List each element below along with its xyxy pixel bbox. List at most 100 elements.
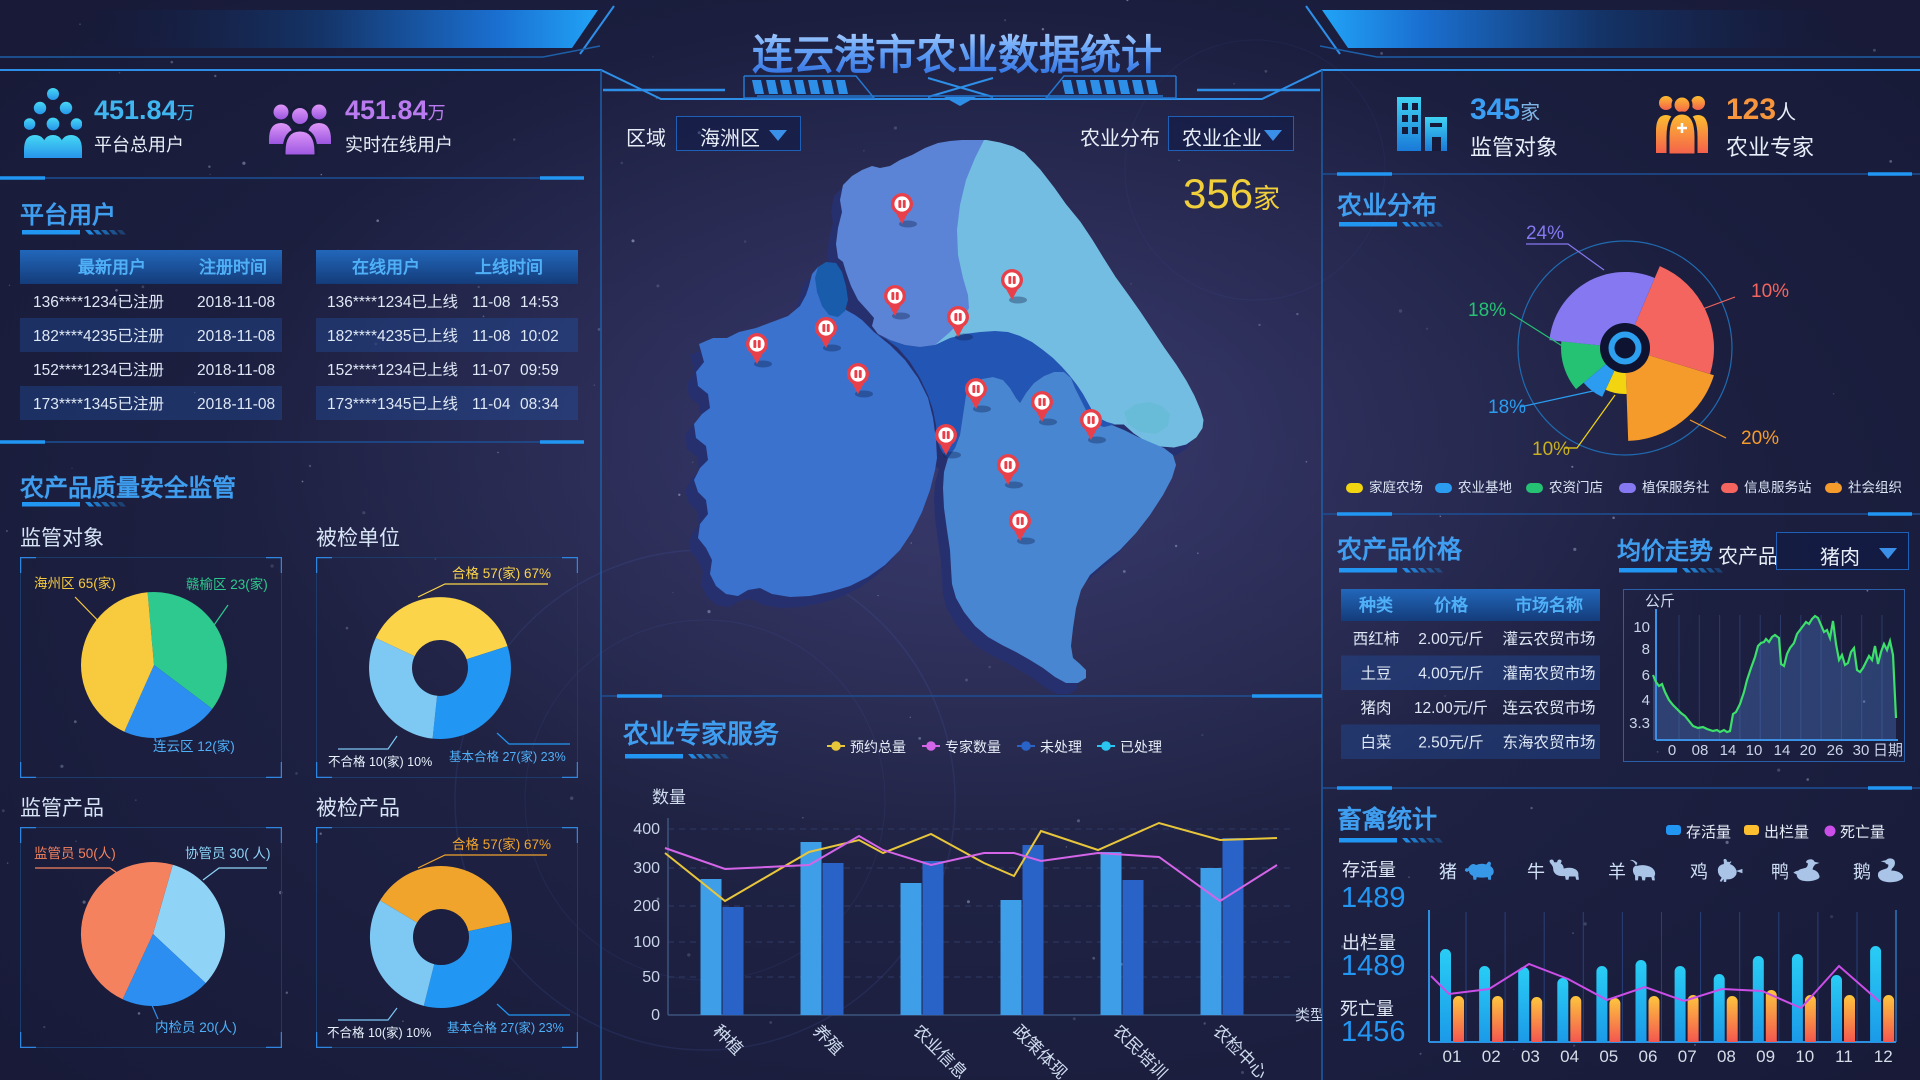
svg-text:种类: 种类 bbox=[1358, 595, 1394, 615]
svg-text:植保服务社: 植保服务社 bbox=[1642, 480, 1710, 495]
svg-text:11: 11 bbox=[1835, 1047, 1853, 1066]
svg-text:10%: 10% bbox=[1751, 281, 1789, 302]
svg-text:100: 100 bbox=[633, 934, 660, 951]
svg-text:合格 57(家) 67%: 合格 57(家) 67% bbox=[452, 836, 551, 852]
svg-text:土豆: 土豆 bbox=[1360, 665, 1391, 683]
svg-text:14: 14 bbox=[1720, 742, 1737, 759]
svg-text:173****1345已上线: 173****1345已上线 bbox=[327, 395, 458, 413]
svg-text:6: 6 bbox=[1642, 667, 1650, 684]
svg-text:03: 03 bbox=[1521, 1047, 1540, 1066]
svg-text:14:53: 14:53 bbox=[520, 294, 559, 311]
svg-text:02: 02 bbox=[1482, 1047, 1501, 1066]
svg-text:西红柿: 西红柿 bbox=[1353, 630, 1400, 648]
svg-text:内检员 20(人): 内检员 20(人) bbox=[155, 1020, 237, 1035]
svg-text:11-07: 11-07 bbox=[472, 362, 511, 379]
svg-text:24%: 24% bbox=[1526, 225, 1564, 244]
svg-text:300: 300 bbox=[633, 860, 660, 877]
svg-text:08:34: 08:34 bbox=[520, 396, 559, 413]
svg-text:136****1234已上线: 136****1234已上线 bbox=[327, 293, 458, 311]
svg-text:不合格 10(家) 10%: 不合格 10(家) 10% bbox=[327, 1025, 431, 1040]
svg-text:连云农贸市场: 连云农贸市场 bbox=[1502, 699, 1595, 717]
svg-text:市场名称: 市场名称 bbox=[1515, 595, 1583, 615]
svg-text:农民培训: 农民培训 bbox=[1109, 1021, 1171, 1080]
svg-text:11-08: 11-08 bbox=[472, 328, 511, 345]
svg-text:400: 400 bbox=[633, 821, 660, 838]
svg-text:30: 30 bbox=[1853, 742, 1870, 759]
svg-text:类型: 类型 bbox=[1295, 1007, 1322, 1024]
svg-text:18%: 18% bbox=[1488, 397, 1526, 418]
svg-text:价格: 价格 bbox=[1434, 595, 1469, 615]
svg-text:20%: 20% bbox=[1741, 428, 1779, 449]
svg-text:在线用户: 在线用户 bbox=[352, 257, 420, 277]
svg-text:3.3: 3.3 bbox=[1629, 715, 1650, 732]
svg-text:监管员 50(人): 监管员 50(人) bbox=[34, 846, 116, 861]
svg-text:10: 10 bbox=[1746, 742, 1763, 759]
svg-text:50: 50 bbox=[642, 969, 660, 986]
svg-text:12: 12 bbox=[1874, 1047, 1893, 1066]
svg-text:日期: 日期 bbox=[1873, 742, 1903, 759]
svg-text:11-08: 11-08 bbox=[472, 294, 511, 311]
svg-text:8: 8 bbox=[1642, 641, 1650, 658]
svg-text:不合格 10(家) 10%: 不合格 10(家) 10% bbox=[328, 754, 432, 769]
svg-text:11-04: 11-04 bbox=[472, 396, 511, 413]
svg-text:18%: 18% bbox=[1468, 300, 1506, 321]
svg-text:白菜: 白菜 bbox=[1360, 734, 1391, 752]
svg-text:182****4235已上线: 182****4235已上线 bbox=[327, 327, 458, 345]
svg-text:基本合格 27(家) 23%: 基本合格 27(家) 23% bbox=[447, 1020, 564, 1035]
svg-text:上线时间: 上线时间 bbox=[475, 257, 543, 277]
svg-text:01: 01 bbox=[1443, 1047, 1462, 1066]
svg-text:08: 08 bbox=[1717, 1047, 1736, 1066]
svg-text:14: 14 bbox=[1774, 742, 1791, 759]
svg-text:173****1345已注册: 173****1345已注册 bbox=[33, 395, 164, 413]
svg-text:0: 0 bbox=[651, 1007, 660, 1024]
svg-text:东海农贸市场: 东海农贸市场 bbox=[1502, 734, 1595, 752]
svg-text:06: 06 bbox=[1639, 1047, 1658, 1066]
svg-text:2018-11-08: 2018-11-08 bbox=[197, 328, 275, 345]
svg-text:20: 20 bbox=[1800, 742, 1817, 759]
svg-text:农资门店: 农资门店 bbox=[1549, 480, 1603, 495]
svg-text:04: 04 bbox=[1560, 1047, 1579, 1066]
svg-text:2018-11-08: 2018-11-08 bbox=[197, 294, 275, 311]
svg-text:农业信息: 农业信息 bbox=[909, 1021, 971, 1080]
svg-text:农检中心: 农检中心 bbox=[1209, 1021, 1271, 1080]
svg-text:赣榆区 23(家): 赣榆区 23(家) bbox=[186, 576, 268, 592]
svg-text:4: 4 bbox=[1642, 692, 1650, 709]
svg-text:灌南农贸市场: 灌南农贸市场 bbox=[1502, 665, 1595, 683]
svg-text:农业基地: 农业基地 bbox=[1458, 479, 1512, 495]
svg-text:4.00元/斤: 4.00元/斤 bbox=[1418, 665, 1483, 683]
svg-text:社会组织: 社会组织 bbox=[1848, 480, 1902, 495]
svg-text:10: 10 bbox=[1633, 619, 1650, 636]
svg-text:09: 09 bbox=[1756, 1047, 1775, 1066]
svg-text:最新用户: 最新用户 bbox=[78, 257, 146, 277]
svg-text:0: 0 bbox=[1668, 742, 1676, 759]
svg-text:连云区 12(家): 连云区 12(家) bbox=[153, 738, 235, 754]
svg-text:2.00元/斤: 2.00元/斤 bbox=[1418, 630, 1483, 648]
svg-text:26: 26 bbox=[1827, 742, 1844, 759]
svg-text:2018-11-08: 2018-11-08 bbox=[197, 396, 275, 413]
svg-text:家庭农场: 家庭农场 bbox=[1369, 479, 1423, 495]
svg-text:05: 05 bbox=[1599, 1047, 1618, 1066]
svg-text:10: 10 bbox=[1795, 1047, 1814, 1066]
svg-text:2.50元/斤: 2.50元/斤 bbox=[1418, 734, 1483, 752]
svg-text:08: 08 bbox=[1692, 742, 1709, 759]
svg-text:07: 07 bbox=[1678, 1047, 1697, 1066]
svg-text:09:59: 09:59 bbox=[520, 362, 559, 379]
svg-text:政策体现: 政策体现 bbox=[1009, 1021, 1071, 1080]
svg-text:合格 57(家) 67%: 合格 57(家) 67% bbox=[452, 565, 551, 581]
svg-text:152****1234已上线: 152****1234已上线 bbox=[327, 361, 458, 379]
svg-text:信息服务站: 信息服务站 bbox=[1744, 479, 1812, 495]
svg-text:猪肉: 猪肉 bbox=[1360, 699, 1391, 717]
svg-text:种植: 种植 bbox=[709, 1021, 746, 1058]
svg-text:136****1234已注册: 136****1234已注册 bbox=[33, 293, 164, 311]
svg-text:152****1234已注册: 152****1234已注册 bbox=[33, 361, 164, 379]
svg-text:200: 200 bbox=[633, 898, 660, 915]
svg-text:10:02: 10:02 bbox=[520, 328, 559, 345]
svg-text:养殖: 养殖 bbox=[809, 1021, 846, 1058]
svg-text:注册时间: 注册时间 bbox=[199, 257, 267, 277]
svg-text:12.00元/斤: 12.00元/斤 bbox=[1414, 699, 1488, 717]
svg-text:海州区 65(家): 海州区 65(家) bbox=[34, 575, 116, 591]
svg-text:基本合格 27(家) 23%: 基本合格 27(家) 23% bbox=[449, 749, 566, 764]
svg-text:182****4235已注册: 182****4235已注册 bbox=[33, 327, 164, 345]
svg-text:灌云农贸市场: 灌云农贸市场 bbox=[1502, 630, 1595, 648]
svg-text:2018-11-08: 2018-11-08 bbox=[197, 362, 275, 379]
